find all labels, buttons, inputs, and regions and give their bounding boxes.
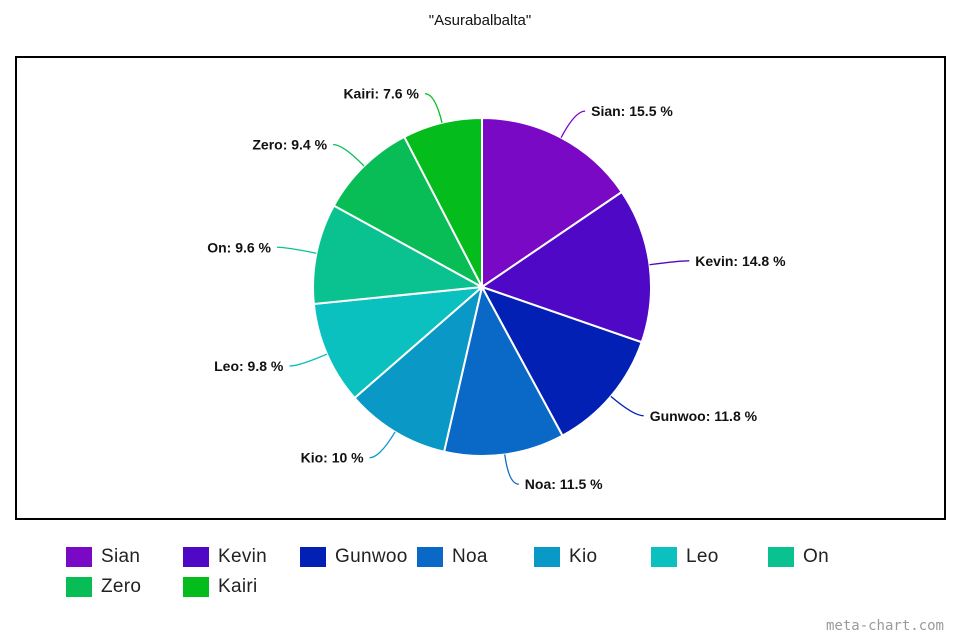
leader-line-noa [504,454,519,485]
data-label-gunwoo: Gunwoo: 11.8 % [650,408,758,424]
legend-label: Leo [686,546,719,567]
leader-line-gunwoo [610,395,644,417]
legend-item-kairi[interactable]: Kairi [183,576,300,598]
pie-slice-leo [312,285,486,400]
legend-swatch [183,577,209,597]
legend-item-leo[interactable]: Leo [651,546,768,568]
legend-swatch [534,547,560,567]
legend-label: Kio [569,546,598,567]
leader-line-kevin [649,260,690,266]
legend-swatch [651,547,677,567]
leader-line-zero [333,143,365,167]
pie-slice-kevin [479,190,652,344]
legend-item-zero[interactable]: Zero [66,576,183,598]
legend-item-kevin[interactable]: Kevin [183,546,300,568]
legend-item-noa[interactable]: Noa [417,546,534,568]
data-label-sian: Sian: 15.5 % [591,103,673,119]
legend-swatch [417,547,443,567]
legend-swatch [300,547,326,567]
data-label-kairi: Kairi: 7.6 % [343,86,419,102]
pie-slice-gunwoo [479,285,643,437]
pie-slice-zero [332,135,485,290]
legend-label: Sian [101,546,141,567]
leader-line-kio [369,431,396,459]
leader-line-on [277,246,317,254]
legend-swatch [66,577,92,597]
legend-swatch [66,547,92,567]
watermark: meta-chart.com [825,618,944,634]
legend-swatch [768,547,794,567]
legend-item-sian[interactable]: Sian [66,546,183,568]
legend-label: Gunwoo [335,546,408,567]
legend-swatch [183,547,209,567]
data-label-leo: Leo: 9.8 % [214,358,284,374]
legend-item-kio[interactable]: Kio [534,546,651,568]
legend-label: On [803,546,829,567]
pie-slice-noa [442,284,564,457]
data-label-zero: Zero: 9.4 % [252,137,327,153]
leader-line-kairi [424,92,443,123]
legend: Sian Kevin Gunwoo Noa Kio Leo On Zero Kairi [66,546,926,598]
data-label-kevin: Kevin: 14.8 % [695,253,786,269]
pie-slice-kio [353,284,484,453]
legend-label: Kevin [218,546,268,567]
data-label-on: On: 9.6 % [207,239,271,255]
plot-area: Sian: 15.5 % Kevin: 14.8 % Gunwoo: 11.8 % N… [15,56,946,520]
chart-title: "Asurabalbalta" [428,12,532,29]
data-label-kio: Kio: 10 % [301,450,365,466]
leader-line-sian [560,110,586,138]
legend-label: Noa [452,546,488,567]
legend-label: Zero [101,576,142,597]
leader-line-leo [289,353,328,367]
pie-chart: Sian: 15.5 % Kevin: 14.8 % Gunwoo: 11.8 % N… [207,86,786,493]
legend-label: Kairi [218,576,258,597]
legend-item-gunwoo[interactable]: Gunwoo [300,546,417,568]
legend-item-on[interactable]: On [768,546,885,568]
data-label-noa: Noa: 11.5 % [525,476,603,492]
